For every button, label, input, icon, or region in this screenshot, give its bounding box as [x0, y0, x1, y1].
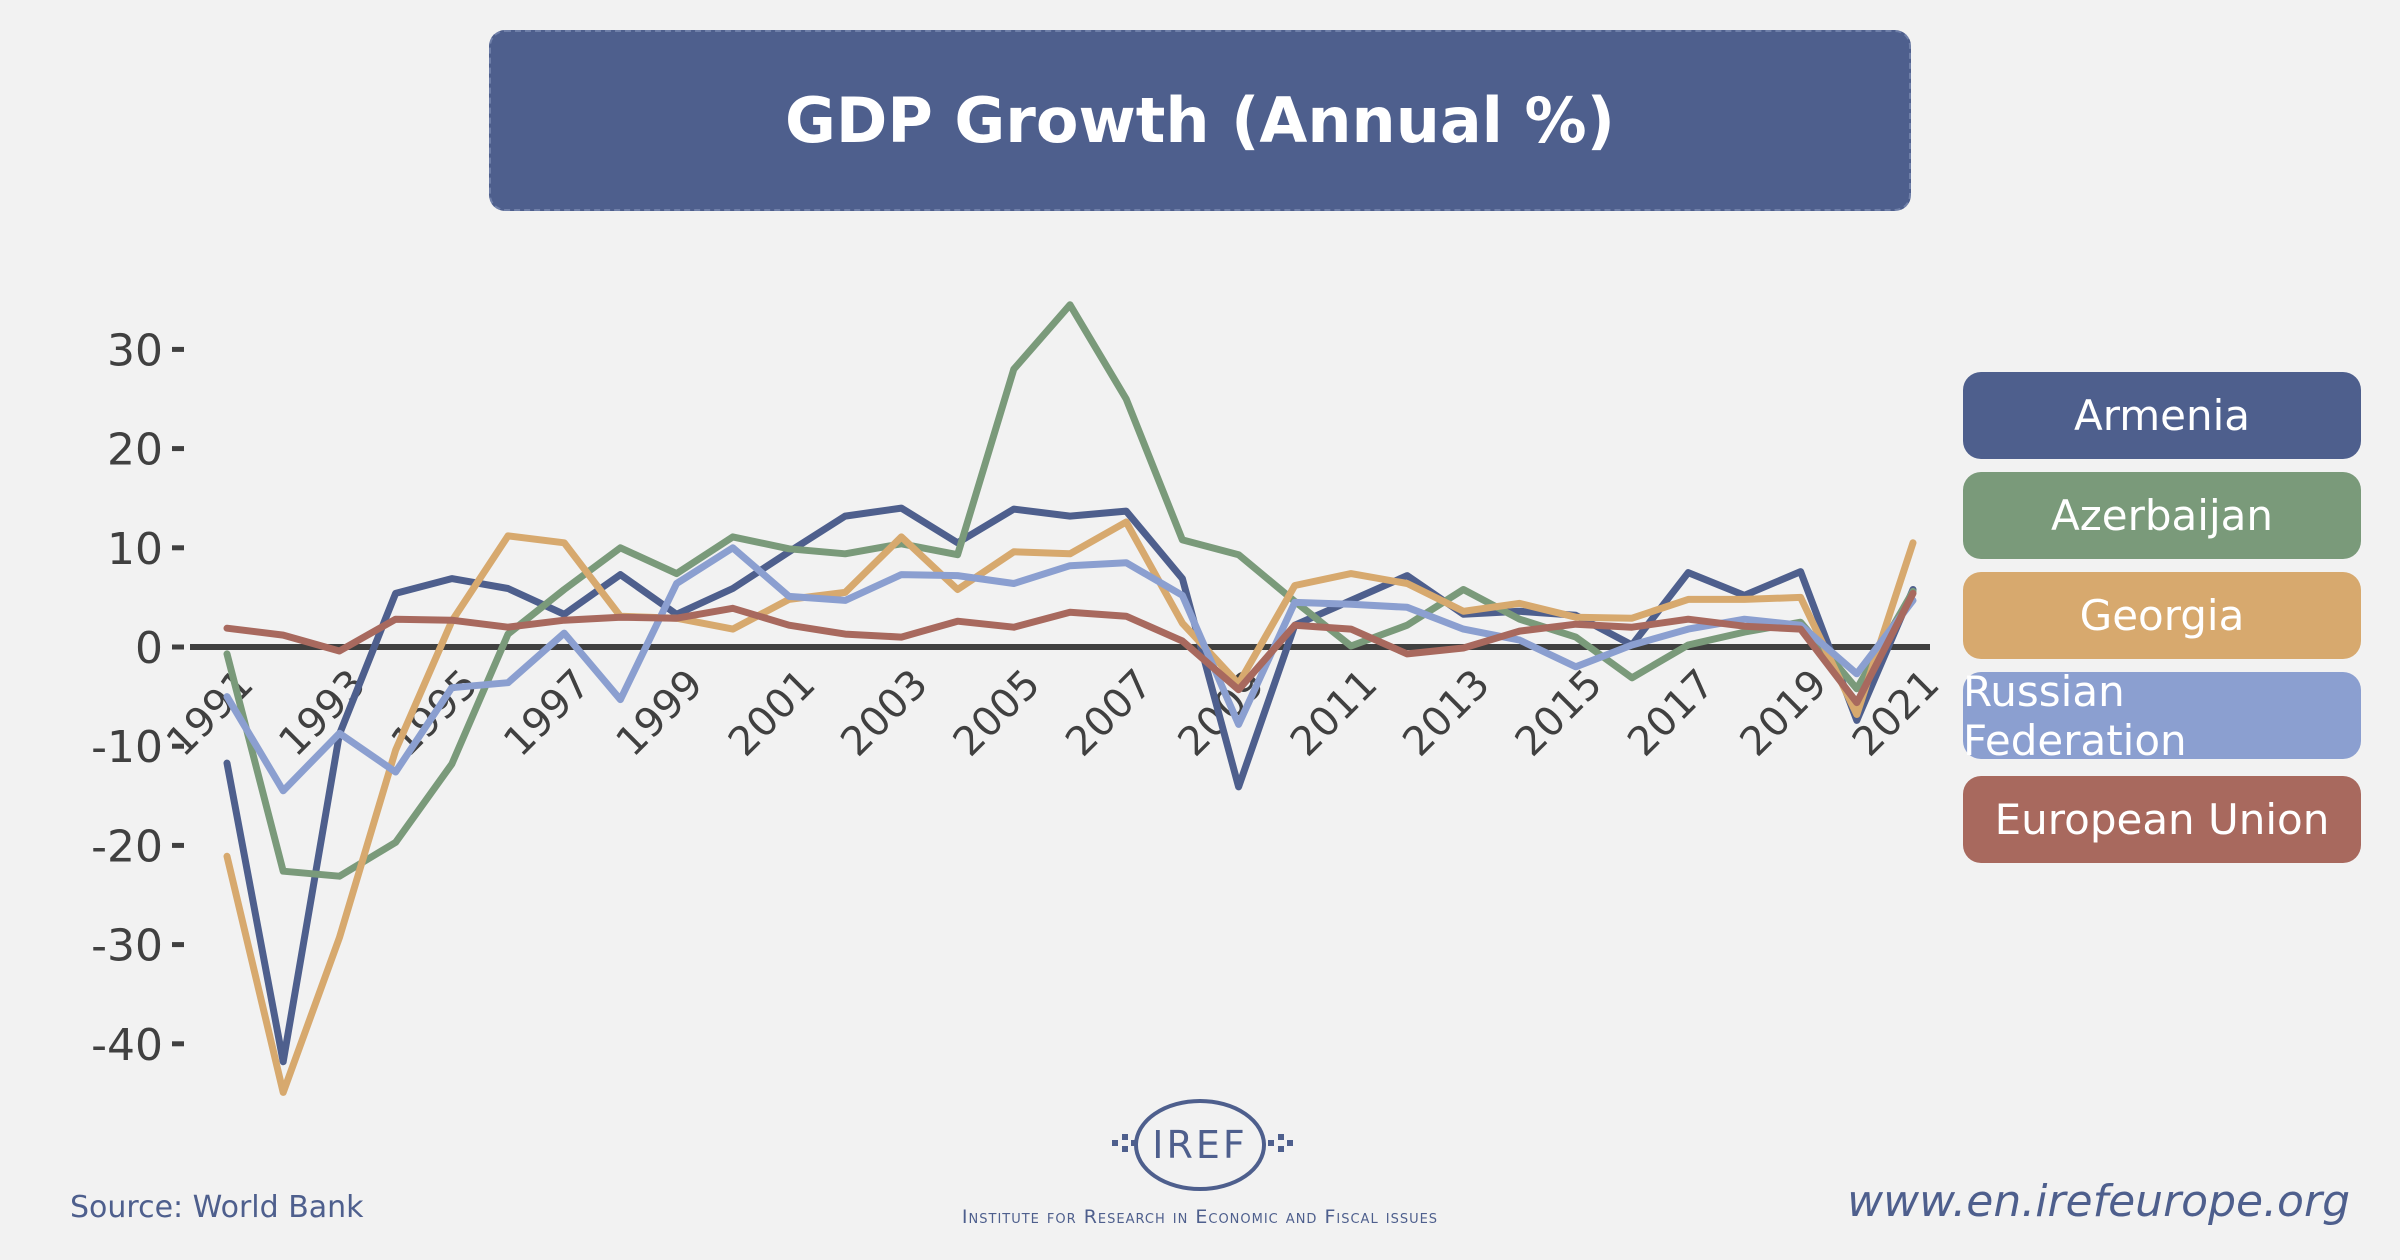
website-link[interactable]: www.en.irefeurope.org [1847, 1176, 2350, 1227]
series-line-azerbaijan [223, 301, 1917, 880]
x-tick-label: 2011 [1282, 661, 1387, 766]
x-tick-label: 1991 [158, 661, 263, 766]
source-note: Source: World Bank [70, 1190, 364, 1225]
logo-caption: Institute for Research in Economic and F… [961, 1206, 1439, 1228]
series-line-european-union [223, 589, 1917, 707]
x-tick-label: 2003 [832, 661, 937, 766]
legend-item-georgia: Georgia [1963, 572, 2361, 659]
series-line-russian-federation [223, 544, 1917, 795]
legend-item-azerbaijan: Azerbaijan [1963, 472, 2361, 559]
chart-title: GDP Growth (Annual %) [785, 84, 1615, 157]
chart-title-box: GDP Growth (Annual %) [489, 30, 1911, 211]
x-tick-label: 2019 [1732, 661, 1837, 766]
y-tick-label: 30 [107, 325, 163, 376]
y-tick-label: -40 [91, 1020, 163, 1071]
x-tick-label: 2005 [945, 661, 1050, 766]
legend-item-russian-federation: Russian Federation [1963, 667, 2361, 765]
x-tick-label: 2007 [1057, 661, 1162, 766]
logo-text: IREF [1152, 1123, 1247, 1167]
x-tick-label: 2001 [720, 661, 825, 766]
iref-logo: IREF [1100, 1090, 1300, 1200]
logo-dots-icon [1112, 1134, 1293, 1152]
x-tick-label: 2015 [1507, 661, 1612, 766]
x-tick-label: 1999 [608, 661, 713, 766]
y-tick-label: -10 [91, 722, 163, 773]
x-tick-label: 2013 [1394, 661, 1499, 766]
y-tick-label: -30 [91, 921, 163, 972]
series-line-georgia [223, 518, 1917, 1096]
y-tick-label: 20 [107, 425, 163, 476]
legend-item-european-union: European Union [1963, 776, 2361, 863]
y-tick-label: 10 [107, 524, 163, 575]
y-tick-label: -20 [91, 821, 163, 872]
legend-item-armenia: Armenia [1963, 372, 2361, 459]
y-tick-label: 0 [135, 623, 163, 674]
series-line-armenia [223, 504, 1917, 1066]
